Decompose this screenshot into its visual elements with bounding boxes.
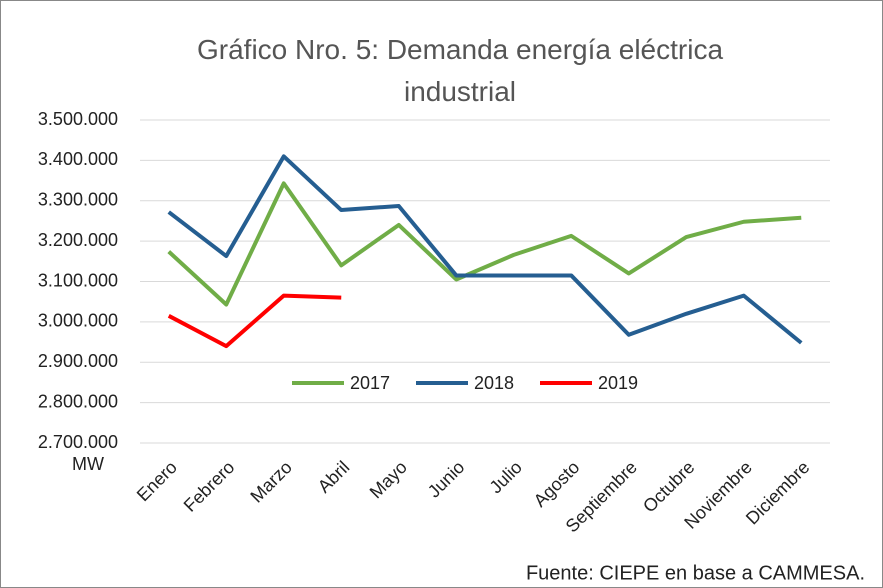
legend-label: 2019	[598, 373, 638, 393]
line-series	[167, 181, 802, 307]
y-tick-label: 2.700.000	[38, 432, 118, 452]
chart-title: Gráfico Nro. 5: Demanda energía eléctric…	[197, 34, 723, 107]
y-unit: MW	[72, 454, 104, 474]
y-tick-label: 3.200.000	[38, 230, 118, 250]
y-tick-label: 3.500.000	[38, 109, 118, 129]
legend-label: 2018	[474, 373, 514, 393]
y-tick-label: 3.300.000	[38, 190, 118, 210]
y-tick-label: 2.900.000	[38, 351, 118, 371]
y-tick-label: 3.100.000	[38, 270, 118, 290]
y-tick-label: 3.000.000	[38, 311, 118, 331]
y-tick-label: 2.800.000	[38, 391, 118, 411]
y-tick-label: 3.400.000	[38, 149, 118, 169]
legend-label: 2017	[350, 373, 390, 393]
line-series	[167, 154, 803, 345]
line-series	[167, 293, 342, 349]
source-note: Fuente: CIEPE en base a CAMMESA.	[526, 562, 865, 584]
